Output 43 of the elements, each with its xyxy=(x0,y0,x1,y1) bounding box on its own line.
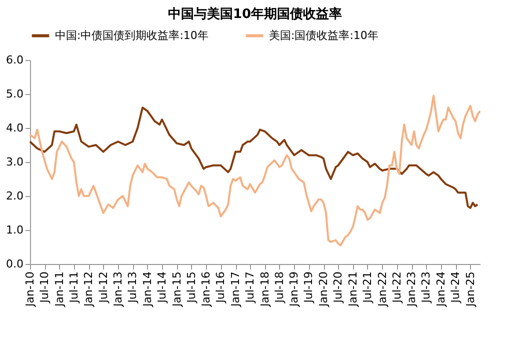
x-tick-label: Jul-10 xyxy=(38,272,52,304)
x-tick-label: Jul-18 xyxy=(272,272,286,304)
x-tick-label: Jul-13 xyxy=(126,272,140,304)
x-tick-label: Jan-14 xyxy=(140,272,154,308)
x-tick-label: Jan-19 xyxy=(288,272,301,308)
y-tick-label: 3.0 xyxy=(6,156,24,168)
y-tick-label: 0.0 xyxy=(6,258,24,270)
x-tick-label: Jan-20 xyxy=(317,272,330,308)
x-tick-label: Jan-24 xyxy=(434,272,448,308)
y-tick-label: 5.0 xyxy=(6,88,24,100)
x-tick-label: Jan-25 xyxy=(464,272,477,308)
y-tick-label: 1.0 xyxy=(6,224,24,236)
x-tick-label: Jul-23 xyxy=(420,272,433,304)
x-tick-label: Jan-12 xyxy=(82,272,96,308)
x-tick-label: Jul-12 xyxy=(96,272,110,304)
x-tick-label: Jul-19 xyxy=(302,272,316,304)
x-tick-label: Jan-21 xyxy=(346,272,360,308)
x-tick-label: Jan-17 xyxy=(229,272,242,308)
x-tick-label: Jul-16 xyxy=(214,272,228,304)
x-tick-label: Jul-20 xyxy=(332,272,345,304)
x-tick-label: Jan-16 xyxy=(200,272,213,308)
x-tick-label: Jan-10 xyxy=(24,272,36,308)
x-tick-label: Jul-11 xyxy=(67,272,80,304)
legend-label: 美国:国债收益率:10年 xyxy=(269,28,378,42)
x-tick-label: Jan-18 xyxy=(258,272,272,308)
y-tick-label: 4.0 xyxy=(6,122,24,134)
x-tick-label: Jan-23 xyxy=(405,272,418,308)
line-series xyxy=(29,106,479,209)
x-tick-label: Jul-14 xyxy=(155,272,168,304)
x-tick-label: Jan-11 xyxy=(52,272,66,308)
x-tick-label: Jul-24 xyxy=(449,272,462,304)
x-tick-label: Jul-17 xyxy=(244,272,257,304)
x-tick-label: Jul-21 xyxy=(360,272,374,304)
x-tick-label: Jan-15 xyxy=(170,272,184,308)
x-tick-label: Jul-22 xyxy=(390,272,404,304)
x-tick-label: Jul-15 xyxy=(184,272,198,304)
chart-title: 中国与美国10年期国债收益率 xyxy=(168,6,342,22)
line-series xyxy=(29,94,481,246)
y-tick-label: 2.0 xyxy=(6,190,24,202)
legend-label: 中国:中债国债到期收益率:10年 xyxy=(55,28,208,42)
y-tick-label: 6.0 xyxy=(6,54,24,66)
x-tick-label: Jan-22 xyxy=(376,272,389,308)
x-tick-label: Jan-13 xyxy=(112,272,125,308)
